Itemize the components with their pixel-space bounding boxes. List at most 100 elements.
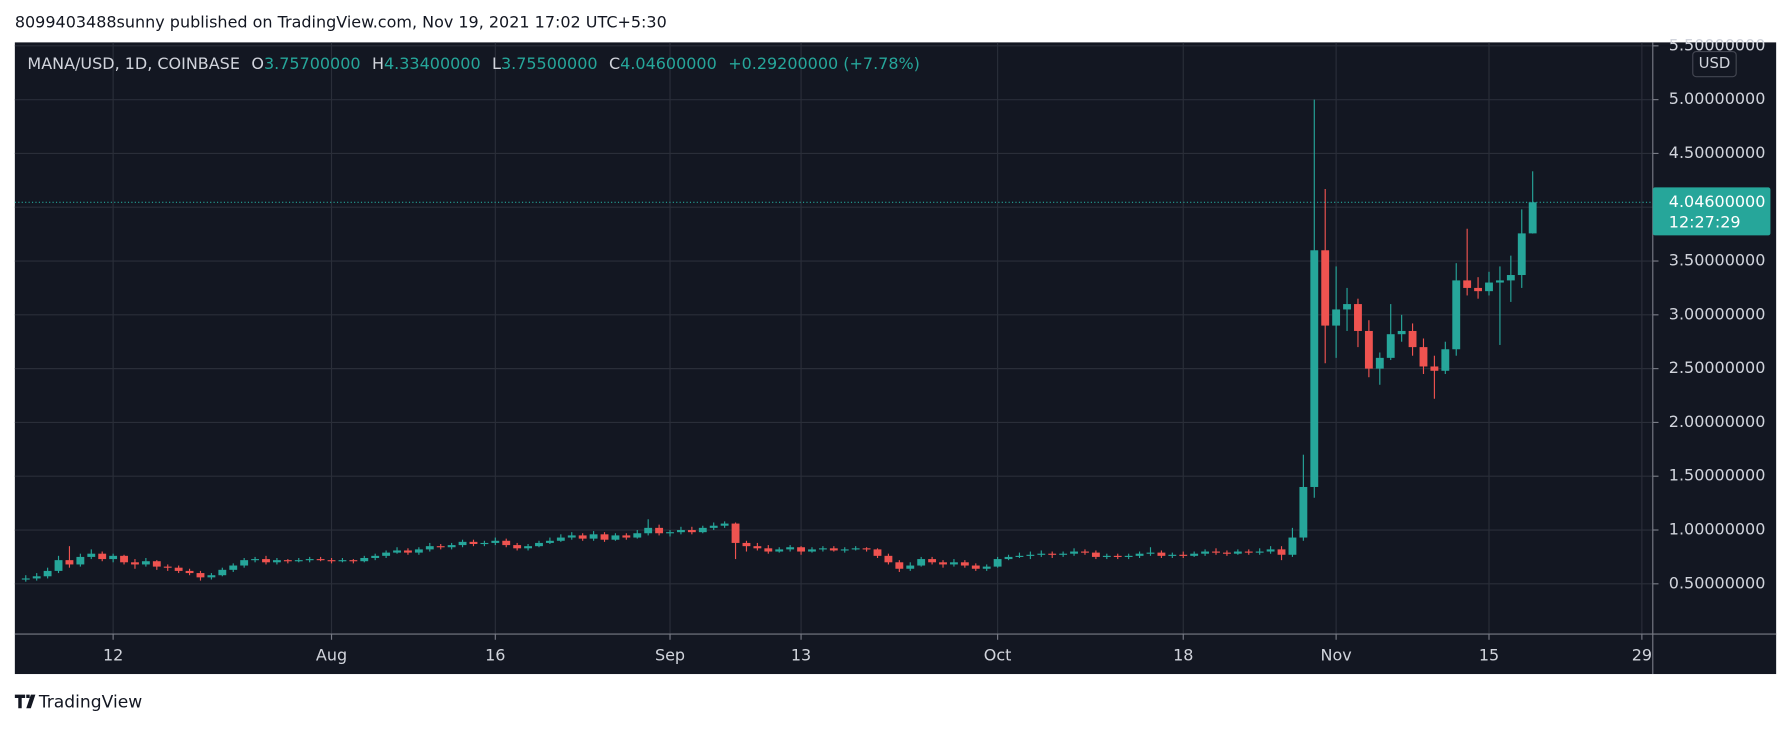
candle-body — [982, 566, 991, 569]
candle-body — [906, 565, 915, 569]
y-tick-label: 4.50000000 — [1669, 143, 1766, 162]
candle-body — [349, 560, 358, 562]
currency: USD — [1699, 55, 1731, 72]
candle-body — [633, 533, 642, 538]
candle-body — [1048, 553, 1057, 555]
candle-body — [393, 550, 401, 553]
candle-body — [327, 560, 336, 562]
candle-body — [458, 541, 467, 546]
candle-body — [447, 545, 456, 548]
candle-body — [960, 562, 969, 566]
candle-body — [1528, 202, 1537, 234]
candle-body — [1495, 280, 1504, 283]
candle-body — [109, 555, 118, 560]
y-tick-label: 2.50000000 — [1669, 358, 1766, 377]
candle-body — [742, 542, 751, 547]
candle-body — [1091, 552, 1100, 557]
candle-body — [1474, 287, 1483, 292]
x-tick-label: 29 — [1632, 645, 1652, 664]
candle-body — [338, 560, 347, 562]
x-tick-label: Nov — [1321, 645, 1352, 664]
candle-body — [1222, 552, 1231, 554]
candle-body — [1288, 537, 1297, 555]
y-tick-label: 5.50000000 — [1669, 35, 1766, 54]
chart-background — [14, 42, 1777, 675]
candle-body — [687, 530, 696, 533]
candle-body — [54, 560, 63, 571]
candle-body — [1343, 304, 1351, 310]
candles — [14, 99, 1653, 582]
candle-body — [207, 575, 216, 578]
candle-body — [371, 555, 380, 558]
candle-body — [1332, 309, 1341, 326]
candle-body — [163, 566, 172, 568]
y-tick-label: 1.00000000 — [1669, 520, 1766, 539]
candle-body — [1485, 282, 1493, 292]
x-tick-label: 12 — [103, 645, 123, 664]
candle-body — [829, 548, 838, 551]
candle-body — [1135, 553, 1144, 556]
y-tick-label: 1.50000000 — [1669, 466, 1766, 485]
candle-body — [1212, 551, 1220, 553]
candle-body — [775, 549, 784, 552]
candle-body — [1059, 553, 1068, 555]
countdown: 12:27:29 — [1669, 212, 1741, 231]
x-tick-label: 16 — [485, 645, 505, 664]
candle-body — [709, 525, 718, 528]
candle-body — [1026, 554, 1035, 556]
candle-body — [76, 556, 85, 565]
candle-body — [851, 548, 860, 550]
x-tick-label: Aug — [316, 645, 347, 664]
candle-body — [524, 546, 533, 549]
candle-body — [1506, 275, 1515, 281]
ohlc-key: O — [251, 54, 264, 73]
candle-body — [1463, 280, 1472, 288]
candle-body — [229, 565, 238, 570]
candle-body — [578, 535, 587, 539]
candle-body — [556, 537, 565, 541]
publish-info: 8099403488sunny published on TradingView… — [15, 12, 667, 31]
candle-body — [622, 535, 631, 538]
candle-body — [502, 540, 511, 546]
candle-body — [21, 578, 30, 580]
ohlc-value: 4.33400000 — [384, 54, 481, 73]
candle-body — [567, 535, 576, 538]
candle-body — [589, 534, 598, 539]
candle-body — [382, 552, 391, 556]
y-tick-label: 3.00000000 — [1669, 304, 1766, 323]
x-tick-label: 13 — [791, 645, 811, 664]
candle-body — [1441, 349, 1450, 371]
candle-body — [677, 530, 685, 533]
candle-body — [1408, 330, 1417, 348]
candle-body — [786, 547, 795, 550]
last-price-label: 4.04600000 — [1669, 192, 1766, 211]
candle-body — [1255, 551, 1264, 553]
candle-body — [1179, 554, 1188, 556]
candle-body — [404, 550, 412, 553]
candle-body — [1081, 551, 1089, 553]
candle-body — [1233, 551, 1242, 554]
ohlc-key: H — [372, 54, 384, 73]
candle-body — [120, 555, 128, 563]
candle-body — [1375, 357, 1384, 369]
candle-body — [272, 560, 281, 563]
candle-body — [174, 567, 183, 571]
candle-body — [1037, 553, 1046, 555]
candle-body — [1124, 555, 1133, 557]
candle-body — [425, 546, 434, 550]
candle-body — [185, 570, 194, 574]
candle-body — [1310, 250, 1319, 487]
candle-body — [1277, 549, 1286, 555]
grid — [14, 42, 1653, 635]
candle-body — [818, 548, 827, 550]
candle-body — [720, 523, 729, 526]
candle-body — [764, 548, 773, 552]
candle-body — [895, 562, 904, 569]
ohlc-key: L — [492, 54, 501, 73]
candle-body — [600, 534, 609, 540]
candle-body — [1070, 551, 1078, 554]
candle-body — [971, 565, 980, 569]
candle-body — [98, 553, 107, 560]
candle-body — [1517, 233, 1526, 276]
